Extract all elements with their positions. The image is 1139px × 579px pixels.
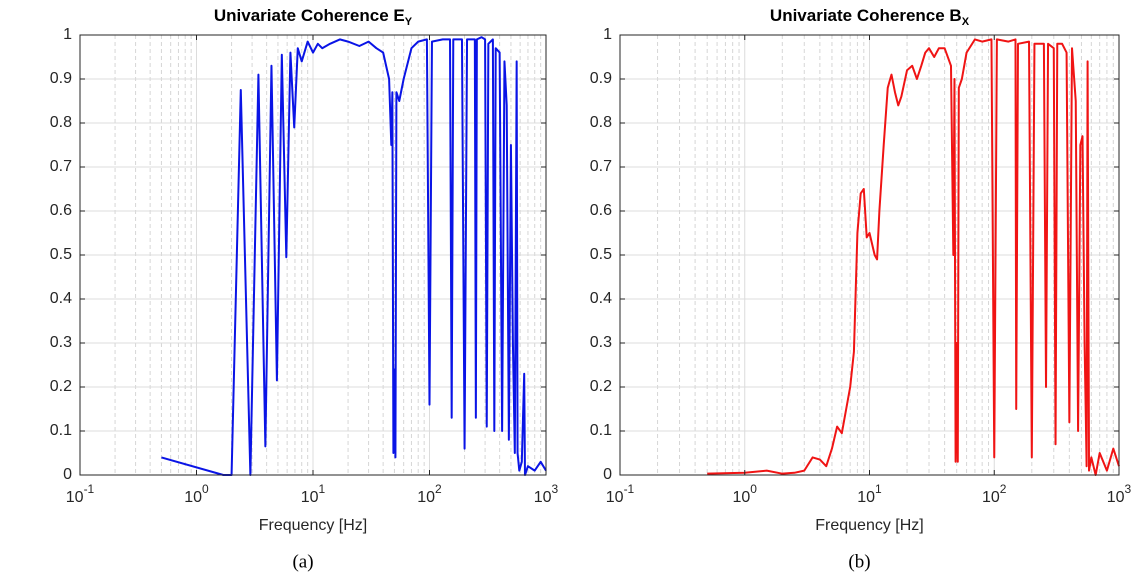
- x-tick-label: 10-1: [606, 482, 635, 506]
- tick-exponent: 0: [750, 482, 757, 496]
- y-tick-label: 0: [63, 466, 72, 483]
- y-tick-label: 0.9: [50, 70, 72, 87]
- y-tick-label: 0.4: [590, 290, 612, 307]
- y-tick-label: 0.4: [50, 290, 72, 307]
- title-subscript: Y: [405, 16, 413, 28]
- y-tick-label: 0.3: [50, 334, 72, 351]
- tick-exponent: 2: [1000, 482, 1007, 496]
- x-axis-label: Frequency [Hz]: [259, 517, 367, 534]
- tick-exponent: 3: [1125, 482, 1132, 496]
- tick-exponent: 3: [552, 482, 559, 496]
- title-text: Univariate Coherence E: [214, 6, 405, 25]
- title-subscript: X: [962, 16, 970, 28]
- y-tick-label: 0.9: [590, 70, 612, 87]
- title-text: Univariate Coherence B: [770, 6, 962, 25]
- y-tick-label: 0.2: [590, 378, 612, 395]
- y-tick-label: 0: [603, 466, 612, 483]
- tick-base: 10: [417, 489, 435, 506]
- x-tick-label: 103: [1107, 482, 1132, 506]
- y-tick-label: 0.8: [590, 114, 612, 131]
- tick-base: 10: [1107, 489, 1125, 506]
- y-tick-label: 0.8: [50, 114, 72, 131]
- x-axis-label: Frequency [Hz]: [815, 517, 923, 534]
- tick-exponent: 0: [202, 482, 209, 496]
- y-tick-label: 0.5: [590, 246, 612, 263]
- tick-base: 10: [733, 489, 751, 506]
- x-tick-label: 10-1: [66, 482, 95, 506]
- tick-base: 10: [534, 489, 552, 506]
- y-tick-label: 0.5: [50, 246, 72, 263]
- y-tick-label: 0.6: [590, 202, 612, 219]
- y-tick-label: 0.7: [50, 158, 72, 175]
- tick-base: 10: [857, 489, 875, 506]
- y-tick-label: 0.2: [50, 378, 72, 395]
- y-tick-label: 0.1: [50, 422, 72, 439]
- caption: (a): [292, 551, 313, 572]
- chart-title: Univariate Coherence EY: [214, 6, 413, 27]
- tick-exponent: 1: [875, 482, 882, 496]
- x-tick-label: 102: [417, 482, 442, 506]
- tick-base: 10: [982, 489, 1000, 506]
- y-tick-label: 1: [63, 26, 72, 43]
- data-line: [161, 36, 547, 476]
- tick-base: 10: [184, 489, 202, 506]
- tick-base: 10: [301, 489, 319, 506]
- y-tick-label: 0.3: [590, 334, 612, 351]
- tick-exponent: -1: [624, 482, 635, 496]
- chart: 10-110010110210300.10.20.30.40.50.60.70.…: [50, 6, 559, 572]
- x-tick-label: 100: [733, 482, 758, 506]
- chart-title: Univariate Coherence BX: [770, 6, 970, 27]
- x-tick-label: 102: [982, 482, 1007, 506]
- tick-base: 10: [606, 489, 624, 506]
- data-line: [707, 38, 1120, 476]
- y-tick-label: 0.1: [590, 422, 612, 439]
- y-tick-label: 0.7: [590, 158, 612, 175]
- x-tick-label: 100: [184, 482, 209, 506]
- y-tick-label: 1: [603, 26, 612, 43]
- caption: (b): [848, 551, 870, 572]
- tick-exponent: 1: [319, 482, 326, 496]
- chart: 10-110010110210300.10.20.30.40.50.60.70.…: [590, 6, 1132, 572]
- x-tick-label: 101: [301, 482, 326, 506]
- x-tick-label: 101: [857, 482, 882, 506]
- tick-exponent: -1: [84, 482, 95, 496]
- tick-base: 10: [66, 489, 84, 506]
- y-tick-label: 0.6: [50, 202, 72, 219]
- x-tick-label: 103: [534, 482, 559, 506]
- tick-exponent: 2: [435, 482, 442, 496]
